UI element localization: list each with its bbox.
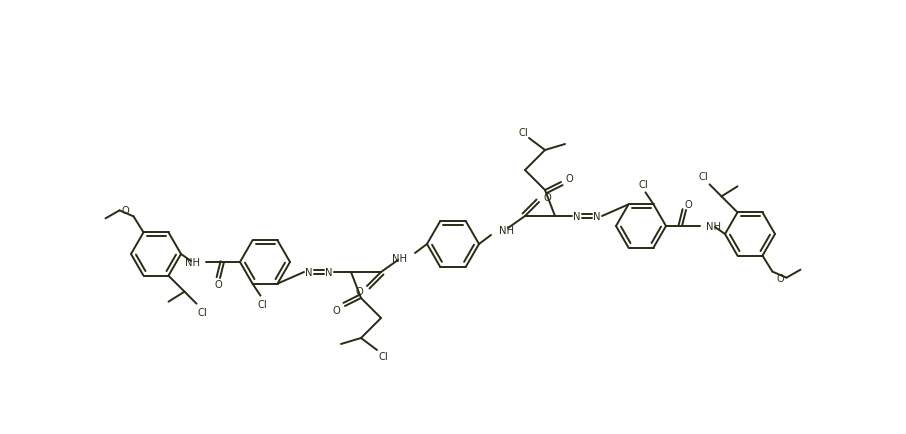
Text: NH: NH [185, 257, 200, 267]
Text: N: N [573, 211, 581, 221]
Text: O: O [214, 279, 222, 289]
Text: O: O [684, 200, 692, 210]
Text: Cl: Cl [378, 351, 388, 361]
Text: Cl: Cl [518, 128, 528, 138]
Text: N: N [305, 267, 313, 277]
Text: N: N [325, 267, 333, 277]
Text: Cl: Cl [699, 172, 708, 182]
Text: O: O [355, 286, 363, 296]
Text: Cl: Cl [198, 307, 207, 317]
Text: NH: NH [706, 221, 721, 231]
Text: O: O [333, 305, 340, 315]
Text: Cl: Cl [639, 180, 649, 190]
Text: O: O [121, 206, 130, 216]
Text: O: O [566, 174, 573, 184]
Text: NH: NH [392, 253, 407, 263]
Text: N: N [593, 211, 601, 221]
Text: O: O [776, 273, 785, 283]
Text: NH: NH [499, 226, 514, 236]
Text: Cl: Cl [257, 299, 267, 309]
Text: O: O [543, 193, 551, 203]
